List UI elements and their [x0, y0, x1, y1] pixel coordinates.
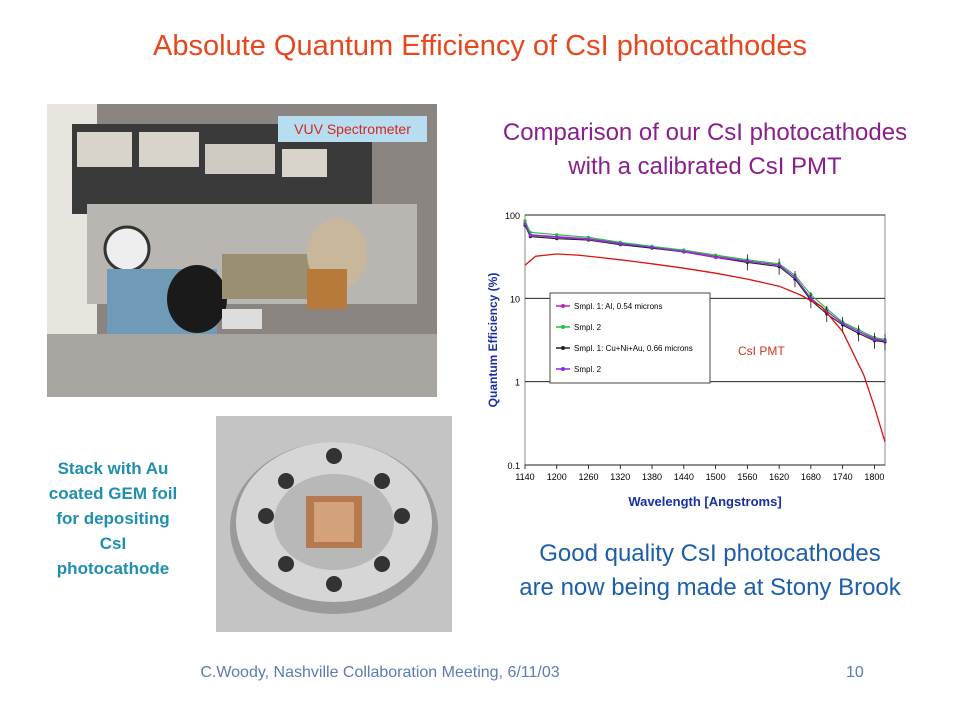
legend-entry-1: Smpl. 2	[574, 323, 602, 332]
data-point	[841, 321, 845, 326]
data-point	[650, 245, 654, 249]
y-tick-label: 1	[515, 378, 520, 388]
y-tick-label: 100	[505, 211, 520, 221]
x-tick-label: 1620	[769, 472, 789, 482]
y-tick-label: 10	[510, 294, 520, 304]
data-point	[809, 296, 813, 300]
gem-stack-photo	[216, 416, 452, 632]
comparison-line-2: with a calibrated CsI PMT	[568, 153, 842, 180]
comparison-line-1: Comparison of our CsI photocathodes	[502, 119, 908, 146]
qe-chart: 1140 1200 1260 1320 1380 1440 1500 1560 1620 1680…	[470, 200, 950, 520]
series-line-4	[524, 253, 886, 442]
legend-marker-1	[561, 325, 565, 329]
stack-caption: Stack with Au coated GEM foil for deposi…	[28, 456, 198, 581]
x-axis-label: Wavelength [Angstroms]	[628, 494, 781, 509]
spectrometer-photo	[47, 104, 437, 397]
legend-marker-0	[561, 304, 565, 308]
stack-caption-line-3: for depositing	[56, 509, 170, 528]
x-tick-label: 1140	[515, 472, 534, 482]
x-tick-label: 1560	[737, 472, 757, 482]
data-point	[883, 339, 887, 343]
chart-legend: Smpl. 1: Al, 0.54 microns Smpl. 2 Smpl. 1:…	[549, 292, 711, 384]
x-tick-label: 1500	[706, 472, 726, 482]
x-tick-label: 1380	[642, 472, 662, 482]
data-point	[777, 263, 781, 267]
data-point	[523, 219, 527, 223]
slide-title: Absolute Quantum Efficiency of CsI photo…	[153, 30, 807, 62]
stack-caption-line-1: Stack with Au	[57, 459, 169, 478]
data-point	[856, 329, 861, 334]
x-tick-label: 1740	[833, 472, 853, 482]
x-tick-label: 1440	[674, 472, 694, 482]
data-point	[523, 222, 527, 226]
legend-entry-0: Smpl. 1: Al, 0.54 microns	[574, 302, 662, 311]
csi-pmt-annotation: CsI PMT	[738, 344, 785, 358]
vuv-spectrometer-label: VUV Spectrometer	[278, 116, 427, 142]
data-point	[793, 275, 797, 279]
qe-chart-svg: 1140 1200 1260 1320 1380 1440 1500 1560 1620 1680…	[470, 200, 950, 520]
x-tick-label: 1800	[864, 472, 884, 482]
data-point	[872, 337, 877, 342]
y-axis-label: Quantum Efficiency (%)	[486, 273, 500, 408]
stack-caption-line-5: photocathode	[56, 559, 170, 578]
legend-entry-2: Smpl. 1: Cu+Ni+Au, 0.66 microns	[574, 344, 693, 353]
data-point	[586, 237, 591, 241]
data-point	[555, 233, 559, 237]
x-tick-label: 1320	[610, 472, 630, 482]
x-tick-label: 1680	[801, 472, 821, 482]
stack-caption-line-4: CsI	[99, 534, 127, 553]
data-point	[682, 250, 686, 254]
data-point	[745, 259, 749, 263]
legend-marker-2	[561, 346, 565, 350]
good-quality-line-2: are now being made at Stony Brook	[519, 574, 901, 601]
good-quality-line-1: Good quality CsI photocathodes	[539, 540, 881, 567]
data-point	[713, 253, 718, 257]
data-point	[713, 255, 718, 259]
comparison-text: Comparison of our CsI photocathodes with…	[455, 116, 955, 184]
legend-marker-3	[561, 367, 565, 371]
x-tick-label: 1200	[547, 472, 567, 482]
x-tick-label: 1260	[579, 472, 599, 482]
page-number: 10	[846, 664, 864, 681]
data-point	[528, 233, 532, 237]
y-tick-label: 0.1	[507, 461, 520, 471]
data-point	[618, 242, 622, 246]
legend-entry-3: Smpl. 2	[574, 365, 602, 374]
stack-caption-line-2: coated GEM foil	[48, 484, 178, 503]
good-quality-text: Good quality CsI photocathodes are now b…	[470, 537, 950, 605]
footer-text: C.Woody, Nashville Collaboration Meeting…	[200, 664, 560, 681]
data-point	[555, 235, 559, 239]
